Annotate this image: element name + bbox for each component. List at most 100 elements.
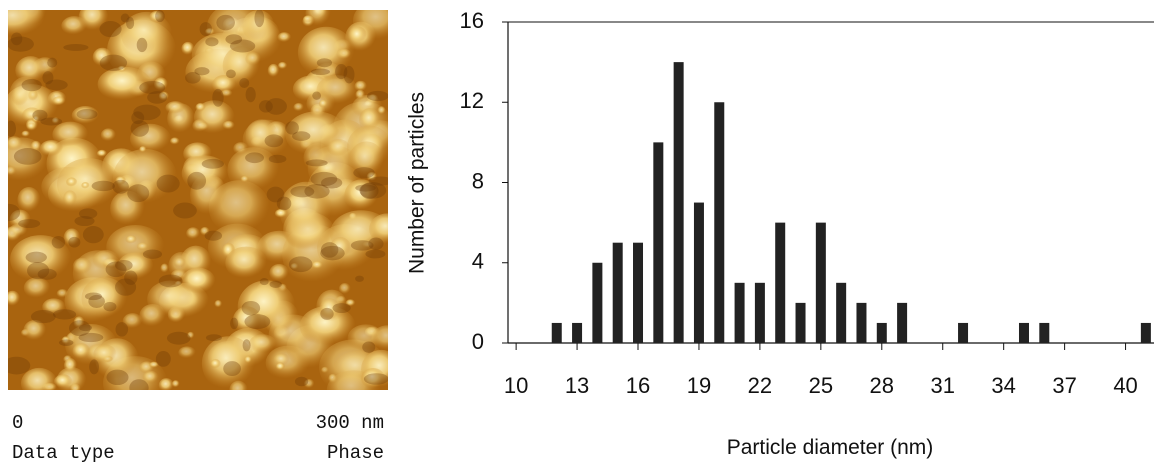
grain (269, 263, 289, 282)
shadow (127, 184, 150, 203)
shadow (82, 226, 104, 244)
grain (279, 181, 333, 239)
grain (348, 141, 385, 179)
shadow (245, 86, 256, 103)
grain (56, 289, 69, 299)
grain (52, 96, 66, 106)
shadow (292, 131, 311, 141)
shadow (47, 57, 58, 68)
shadow (225, 34, 243, 45)
grain (52, 121, 89, 148)
shadow (89, 359, 99, 375)
grain (245, 52, 262, 67)
grain (78, 10, 109, 32)
grain (149, 10, 165, 24)
shadow (99, 21, 122, 38)
grain (307, 145, 362, 192)
shadow (241, 300, 261, 316)
x-tick-label: 22 (748, 373, 772, 398)
grain (9, 76, 41, 112)
grain (192, 119, 208, 133)
shadow (304, 183, 330, 199)
grain (187, 331, 195, 340)
shadow (288, 256, 313, 273)
shadow (45, 79, 68, 91)
shadow (353, 167, 375, 179)
grain (305, 10, 331, 27)
grain (122, 313, 143, 330)
shadow (103, 301, 117, 312)
shadow (166, 331, 191, 345)
grain (318, 99, 328, 109)
shadow (229, 39, 256, 53)
shadow (320, 245, 345, 261)
shadow (131, 111, 145, 125)
grain (338, 283, 351, 295)
grain (63, 190, 78, 208)
shadow (343, 65, 355, 84)
grain (178, 346, 196, 359)
shadow (88, 294, 105, 308)
bar (633, 242, 644, 343)
x-axis-title: Particle diameter (nm) (727, 436, 934, 459)
grain (369, 213, 388, 245)
grain (72, 343, 91, 360)
shadow (115, 259, 133, 271)
shadow (155, 10, 165, 23)
grain (329, 236, 352, 260)
grain (160, 263, 169, 274)
x-tick-label: 13 (565, 373, 589, 398)
shadow (294, 376, 309, 387)
shadow (78, 324, 93, 332)
grain (214, 299, 223, 308)
bar (856, 302, 867, 343)
shadow (136, 37, 148, 53)
shadow (368, 176, 388, 186)
shadow (204, 230, 223, 241)
y-axis-title: Number of particles (406, 92, 429, 274)
bar (1140, 322, 1151, 343)
grain (148, 361, 160, 369)
grain (201, 336, 256, 390)
shadow (230, 317, 239, 330)
shadow (133, 104, 161, 121)
shadow (106, 369, 129, 386)
shadow (264, 134, 284, 148)
grain (21, 130, 31, 138)
grain (8, 290, 21, 307)
grain (81, 182, 90, 189)
grain (181, 41, 195, 56)
grain (345, 299, 356, 307)
bar (1018, 322, 1029, 343)
shadow (13, 148, 42, 165)
shadow (201, 158, 224, 169)
bar (592, 262, 603, 343)
shadow (187, 171, 207, 190)
shadow (335, 63, 348, 80)
shadow (194, 67, 210, 76)
bar (693, 202, 704, 343)
shadow (173, 202, 197, 219)
shadow (129, 379, 149, 390)
bar (734, 282, 745, 343)
shadow (76, 109, 98, 120)
grain (210, 359, 222, 369)
shadow (115, 278, 137, 296)
scale-end: 300 nm (316, 412, 384, 434)
bar (1039, 322, 1050, 343)
bar (551, 322, 562, 343)
grain (165, 101, 186, 115)
grain (117, 65, 127, 73)
grain (200, 226, 210, 236)
grain (297, 26, 355, 79)
shadow (360, 183, 379, 199)
shadow (205, 334, 222, 342)
grain (220, 89, 233, 98)
shadow (265, 98, 287, 115)
shadow (290, 185, 315, 198)
shadow (52, 309, 77, 320)
shadow (124, 270, 138, 285)
shadow (158, 274, 183, 288)
bar (815, 222, 826, 343)
grain (181, 155, 229, 192)
